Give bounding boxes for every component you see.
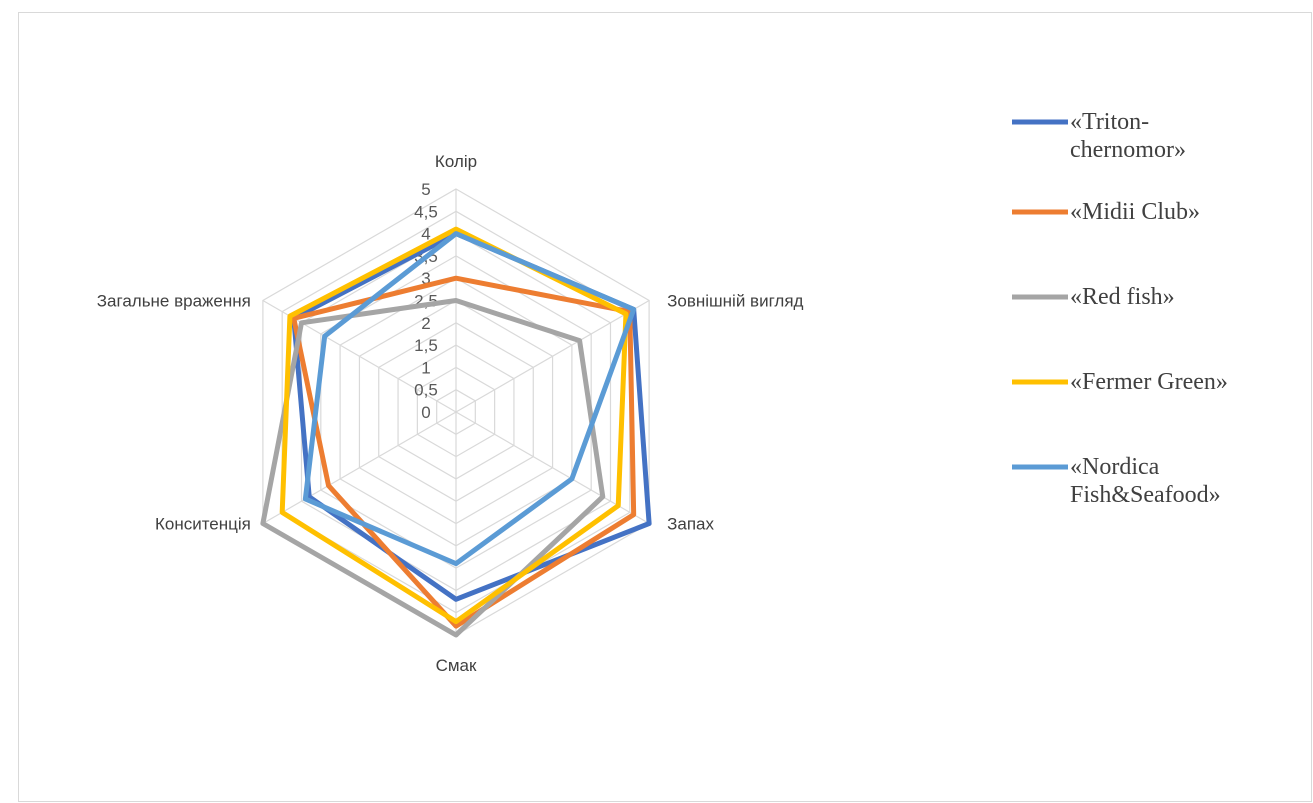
series-line bbox=[279, 226, 629, 625]
legend-label: «Triton- bbox=[1070, 109, 1149, 135]
category-label: Смак bbox=[436, 656, 477, 675]
tick-label: 1 bbox=[421, 358, 430, 377]
tick-label: 3 bbox=[421, 269, 430, 288]
tick-label: 2 bbox=[421, 314, 430, 333]
legend-label: «Red fish» bbox=[1070, 284, 1175, 310]
category-label: Конситенція bbox=[155, 515, 251, 534]
chart-area bbox=[18, 12, 1312, 802]
legend: «Triton-chernomor» «Midii Club» «Red fish»… bbox=[1012, 109, 1228, 508]
legend-label: «Fermer Green» bbox=[1070, 369, 1228, 395]
tick-label: 0 bbox=[421, 403, 430, 422]
tick-label: 4,5 bbox=[414, 202, 438, 221]
tick-label: 1,5 bbox=[414, 336, 438, 355]
category-label: Загальне враження bbox=[97, 292, 251, 311]
legend-label: Fish&Seafood» bbox=[1070, 482, 1221, 508]
tick-label: 5 bbox=[421, 180, 430, 199]
legend-label: «Nordica bbox=[1070, 454, 1160, 480]
radial-tick-labels: 00,511,522,533,544,55 bbox=[414, 180, 438, 422]
series-lines bbox=[260, 226, 652, 638]
category-label: Зовнішній вигляд bbox=[667, 292, 803, 311]
tick-label: 0,5 bbox=[414, 381, 438, 400]
series-line bbox=[291, 275, 637, 629]
category-labels: Колір Зовнішній вигляд Запах Смак Конситенці… bbox=[97, 152, 804, 675]
legend-label: «Midii Club» bbox=[1070, 199, 1200, 225]
tick-label: 4 bbox=[421, 225, 430, 244]
series-line bbox=[302, 231, 637, 567]
legend-label: chernomor» bbox=[1070, 137, 1186, 163]
spoke bbox=[455, 299, 650, 413]
category-label: Колір bbox=[435, 152, 477, 171]
series-line bbox=[260, 298, 606, 638]
spoke bbox=[262, 411, 457, 525]
category-label: Запах bbox=[667, 515, 714, 534]
